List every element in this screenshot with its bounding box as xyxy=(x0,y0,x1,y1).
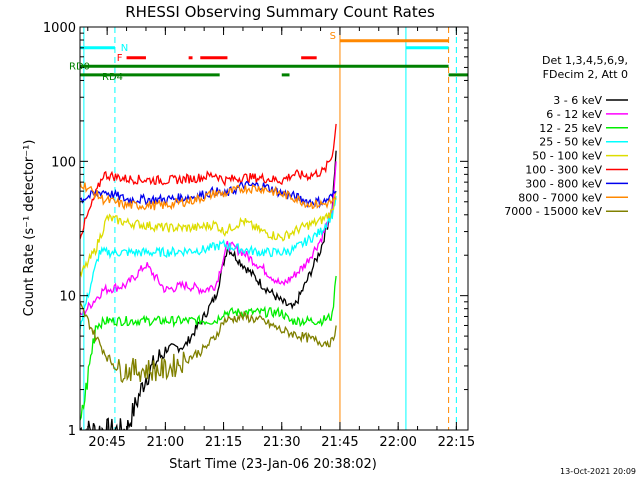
series-line-3 xyxy=(80,275,337,421)
x-tick-label-4: 21:30 xyxy=(263,435,300,450)
series-7000-15000keV-group xyxy=(80,301,337,384)
series-line-7 xyxy=(80,180,337,209)
legend-header-line-2: FDecim 2, Att 0 xyxy=(543,68,628,81)
x-tick-label-6: 22:00 xyxy=(379,435,416,450)
series-line-5 xyxy=(80,190,337,278)
series-line-8 xyxy=(80,181,337,211)
series-800-7000keV-group xyxy=(80,181,337,211)
flag-label-n: N xyxy=(121,43,128,54)
flag-label-f: F xyxy=(117,53,123,64)
x-tick-label-5: 21:45 xyxy=(321,435,358,450)
x-axis-label: Start Time (23-Jan-06 20:38:02) xyxy=(169,457,377,472)
series-line-1 xyxy=(80,150,337,430)
x-tick-label-3: 21:15 xyxy=(205,435,242,450)
series-line-2 xyxy=(80,161,337,316)
series-3-6keV-group xyxy=(80,150,337,430)
series-line-4 xyxy=(80,196,337,330)
plot-area xyxy=(80,27,468,430)
flag-label-rd4: RD4 xyxy=(102,72,123,83)
y-axis-label: Count Rate (s⁻¹ detector⁻¹) xyxy=(22,140,37,317)
legend-label-7: 300 - 800 keV xyxy=(525,177,602,190)
y-tick-label-4: 1000 xyxy=(43,21,76,36)
chart-title: RHESSI Observing Summary Count Rates xyxy=(125,3,435,21)
legend-label-3: 12 - 25 keV xyxy=(539,122,602,135)
footer-date: 13-Oct-2021 20:09 xyxy=(560,467,636,476)
series-6-12keV-group xyxy=(80,161,337,316)
x-tick-label-7: 22:15 xyxy=(438,435,475,450)
x-tick-label-2: 21:00 xyxy=(147,435,184,450)
series-300-800keV-group xyxy=(80,180,337,209)
legend-label-9: 7000 - 15000 keV xyxy=(504,205,602,218)
y-tick-label-3: 100 xyxy=(51,155,76,170)
flag-label-rd0: RD0 xyxy=(69,61,90,72)
axis-ticks xyxy=(80,26,468,431)
plot-frame xyxy=(79,26,469,431)
series-100-300keV-group xyxy=(80,123,337,240)
series-line-9 xyxy=(80,301,337,384)
y-tick-label-2: 10 xyxy=(59,290,76,305)
legend-label-8: 800 - 7000 keV xyxy=(518,191,602,204)
legend-label-4: 25 - 50 keV xyxy=(539,136,602,149)
legend-label-6: 100 - 300 keV xyxy=(525,164,602,177)
series-line-6 xyxy=(80,123,337,240)
series-50-100keV-group xyxy=(80,190,337,278)
series-12-25keV-group xyxy=(80,275,337,421)
flag-label-s: S xyxy=(330,31,336,42)
x-tick-label-1: 20:45 xyxy=(88,435,125,450)
y-tick-label-1: 1 xyxy=(68,424,76,439)
legend-label-2: 6 - 12 keV xyxy=(546,108,602,121)
series-25-50keV-group xyxy=(80,196,337,330)
legend-label-5: 50 - 100 keV xyxy=(532,150,602,163)
legend-header-line-1: Det 1,3,4,5,6,9, xyxy=(542,54,628,67)
legend-label-1: 3 - 6 keV xyxy=(553,94,602,107)
